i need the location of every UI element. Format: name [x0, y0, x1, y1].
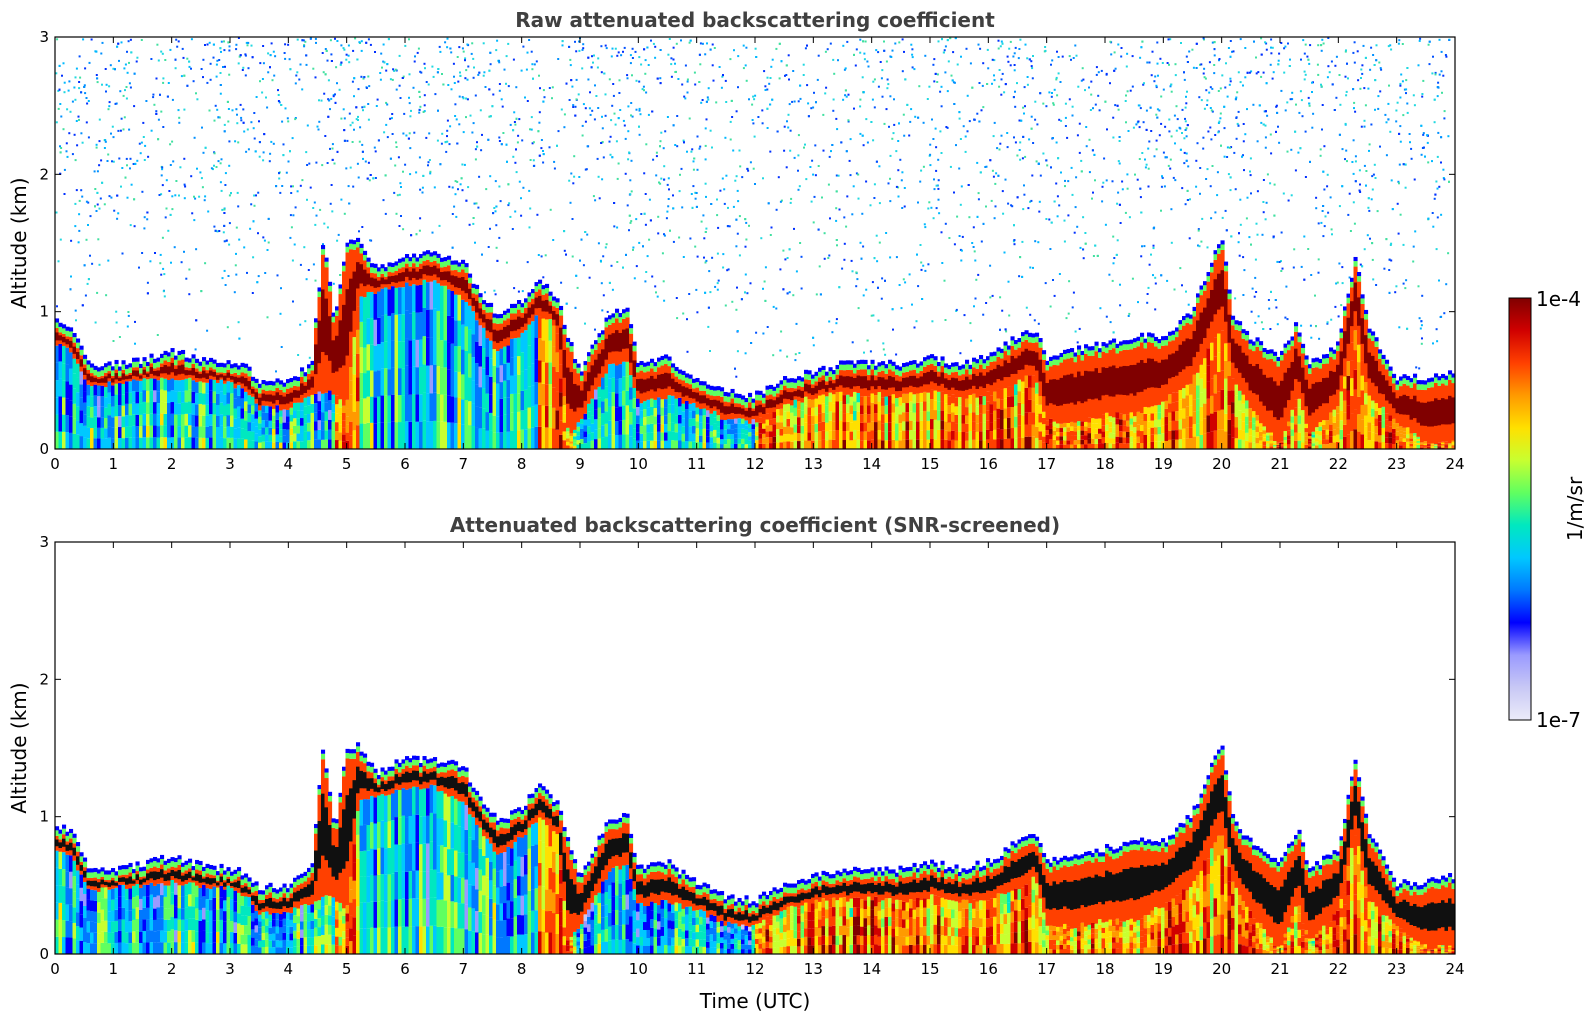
x-tick-label: 8	[517, 455, 527, 473]
x-tick-label: 6	[400, 960, 410, 978]
y-tick-label: 0	[39, 945, 49, 963]
y-tick-label: 1	[39, 808, 49, 826]
x-tick-label: 10	[629, 455, 648, 473]
heatmap-area	[55, 37, 1455, 449]
x-tick-label: 19	[1154, 960, 1173, 978]
x-tick-label: 10	[629, 960, 648, 978]
x-tick-label: 2	[167, 455, 177, 473]
x-tick-label: 12	[745, 455, 764, 473]
x-tick-label: 23	[1387, 960, 1406, 978]
x-tick-label: 16	[979, 455, 998, 473]
y-tick-label: 1	[39, 303, 49, 321]
x-tick-label: 13	[804, 960, 823, 978]
raw-backscatter-panel: Raw attenuated backscattering coefficien…	[7, 8, 1465, 473]
x-tick-label: 5	[342, 960, 352, 978]
colorbar-units-label: 1/m/sr	[1563, 476, 1587, 541]
x-tick-label: 22	[1329, 455, 1348, 473]
colorbar: 1e-4 1e-7 1/m/sr	[1508, 287, 1587, 732]
x-tick-label: 22	[1329, 960, 1348, 978]
x-tick-label: 17	[1037, 960, 1056, 978]
y-axis-label: Altitude (km)	[7, 177, 31, 308]
y-axis: 0 1 2 3	[39, 533, 1455, 963]
x-tick-label: 7	[459, 455, 469, 473]
x-tick-label: 4	[284, 455, 294, 473]
x-tick-label: 2	[167, 960, 177, 978]
x-tick-label: 0	[50, 960, 60, 978]
x-tick-label: 4	[284, 960, 294, 978]
x-tick-label: 6	[400, 455, 410, 473]
x-tick-label: 15	[920, 960, 939, 978]
snr-screened-backscatter-panel: Attenuated backscattering coefficient (S…	[7, 513, 1465, 1013]
x-tick-label: 8	[517, 960, 527, 978]
x-tick-label: 0	[50, 455, 60, 473]
x-tick-label: 14	[862, 455, 881, 473]
x-axis-label: Time (UTC)	[699, 989, 811, 1013]
colorbar-min-label: 1e-7	[1536, 708, 1581, 732]
x-tick-label: 5	[342, 455, 352, 473]
x-tick-label: 18	[1095, 960, 1114, 978]
x-tick-label: 14	[862, 960, 881, 978]
y-tick-label: 3	[39, 28, 49, 46]
y-axis-label: Altitude (km)	[7, 682, 31, 813]
x-tick-label: 20	[1212, 455, 1231, 473]
x-tick-label: 3	[225, 455, 235, 473]
x-tick-label: 24	[1445, 960, 1464, 978]
y-axis: 0 1 2 3	[39, 28, 1455, 458]
x-tick-label: 11	[687, 960, 706, 978]
y-tick-label: 0	[39, 440, 49, 458]
x-tick-label: 12	[745, 960, 764, 978]
x-tick-label: 1	[109, 960, 119, 978]
x-tick-label: 19	[1154, 455, 1173, 473]
x-tick-label: 13	[804, 455, 823, 473]
colorbar-gradient	[1508, 297, 1532, 721]
x-tick-label: 9	[575, 960, 585, 978]
y-tick-label: 3	[39, 533, 49, 551]
y-tick-label: 2	[39, 165, 49, 183]
x-tick-label: 11	[687, 455, 706, 473]
backscatter-columns	[55, 742, 1455, 954]
x-axis: 0 1 2 3 4 5 6 7 8 9 10 11 12 13 14 15 16 17 18 19 20 21 22 23 24	[50, 542, 1465, 978]
x-tick-label: 24	[1445, 455, 1464, 473]
x-tick-label: 23	[1387, 455, 1406, 473]
x-tick-label: 21	[1270, 960, 1289, 978]
panel-title: Raw attenuated backscattering coefficien…	[515, 8, 995, 32]
x-tick-label: 1	[109, 455, 119, 473]
y-tick-label: 2	[39, 670, 49, 688]
panel-title: Attenuated backscattering coefficient (S…	[450, 513, 1060, 537]
x-axis: 0 1 2 3 4 5 6 7 8 9 10 11 12 13 14 15 16 17 18 19 20 21 22 23 24	[50, 37, 1465, 473]
x-tick-label: 18	[1095, 455, 1114, 473]
x-tick-label: 9	[575, 455, 585, 473]
x-tick-label: 20	[1212, 960, 1231, 978]
x-tick-label: 3	[225, 960, 235, 978]
x-tick-label: 15	[920, 455, 939, 473]
x-tick-label: 17	[1037, 455, 1056, 473]
colorbar-max-label: 1e-4	[1536, 287, 1581, 311]
noise-speckle	[55, 37, 1451, 378]
backscatter-columns	[55, 237, 1455, 449]
heatmap-area	[55, 742, 1455, 954]
x-tick-label: 16	[979, 960, 998, 978]
x-tick-label: 7	[459, 960, 469, 978]
x-tick-label: 21	[1270, 455, 1289, 473]
